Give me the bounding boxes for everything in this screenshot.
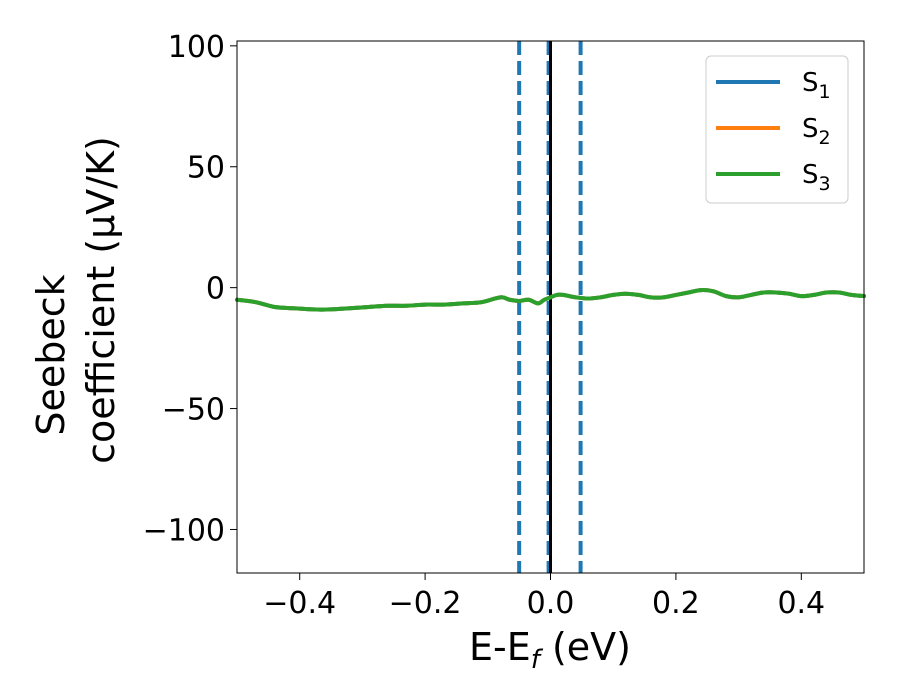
legend-label-s3: S3	[802, 160, 831, 195]
y-axis-ticks: 100 50 0 −50 −100	[143, 30, 237, 548]
y-tick-label: 0	[206, 272, 225, 307]
y-axis-label-line2: coefficient (μV/K)	[79, 136, 123, 464]
series-line-s3	[235, 288, 866, 312]
y-tick-label: −50	[162, 393, 225, 428]
reference-lines	[517, 41, 583, 573]
x-tick-label: −0.4	[263, 586, 336, 621]
series-lines	[235, 288, 866, 312]
x-axis-label: E-Ef (eV)	[469, 625, 631, 675]
legend: S1 S2 S3	[705, 55, 849, 204]
y-tick-label: 100	[168, 30, 225, 65]
y-axis-label-line1: Seebeck	[29, 274, 73, 435]
x-tick-label: 0.4	[777, 586, 825, 621]
x-tick-label: 0.0	[527, 586, 575, 621]
x-axis-ticks: −0.4 −0.2 0.0 0.2 0.4	[263, 573, 825, 621]
x-tick-label: −0.2	[389, 586, 462, 621]
legend-label-s1: S1	[802, 68, 831, 103]
legend-label-s2: S2	[802, 114, 831, 149]
y-tick-label: −100	[143, 513, 225, 548]
y-tick-label: 50	[187, 151, 225, 186]
x-tick-label: 0.2	[652, 586, 700, 621]
